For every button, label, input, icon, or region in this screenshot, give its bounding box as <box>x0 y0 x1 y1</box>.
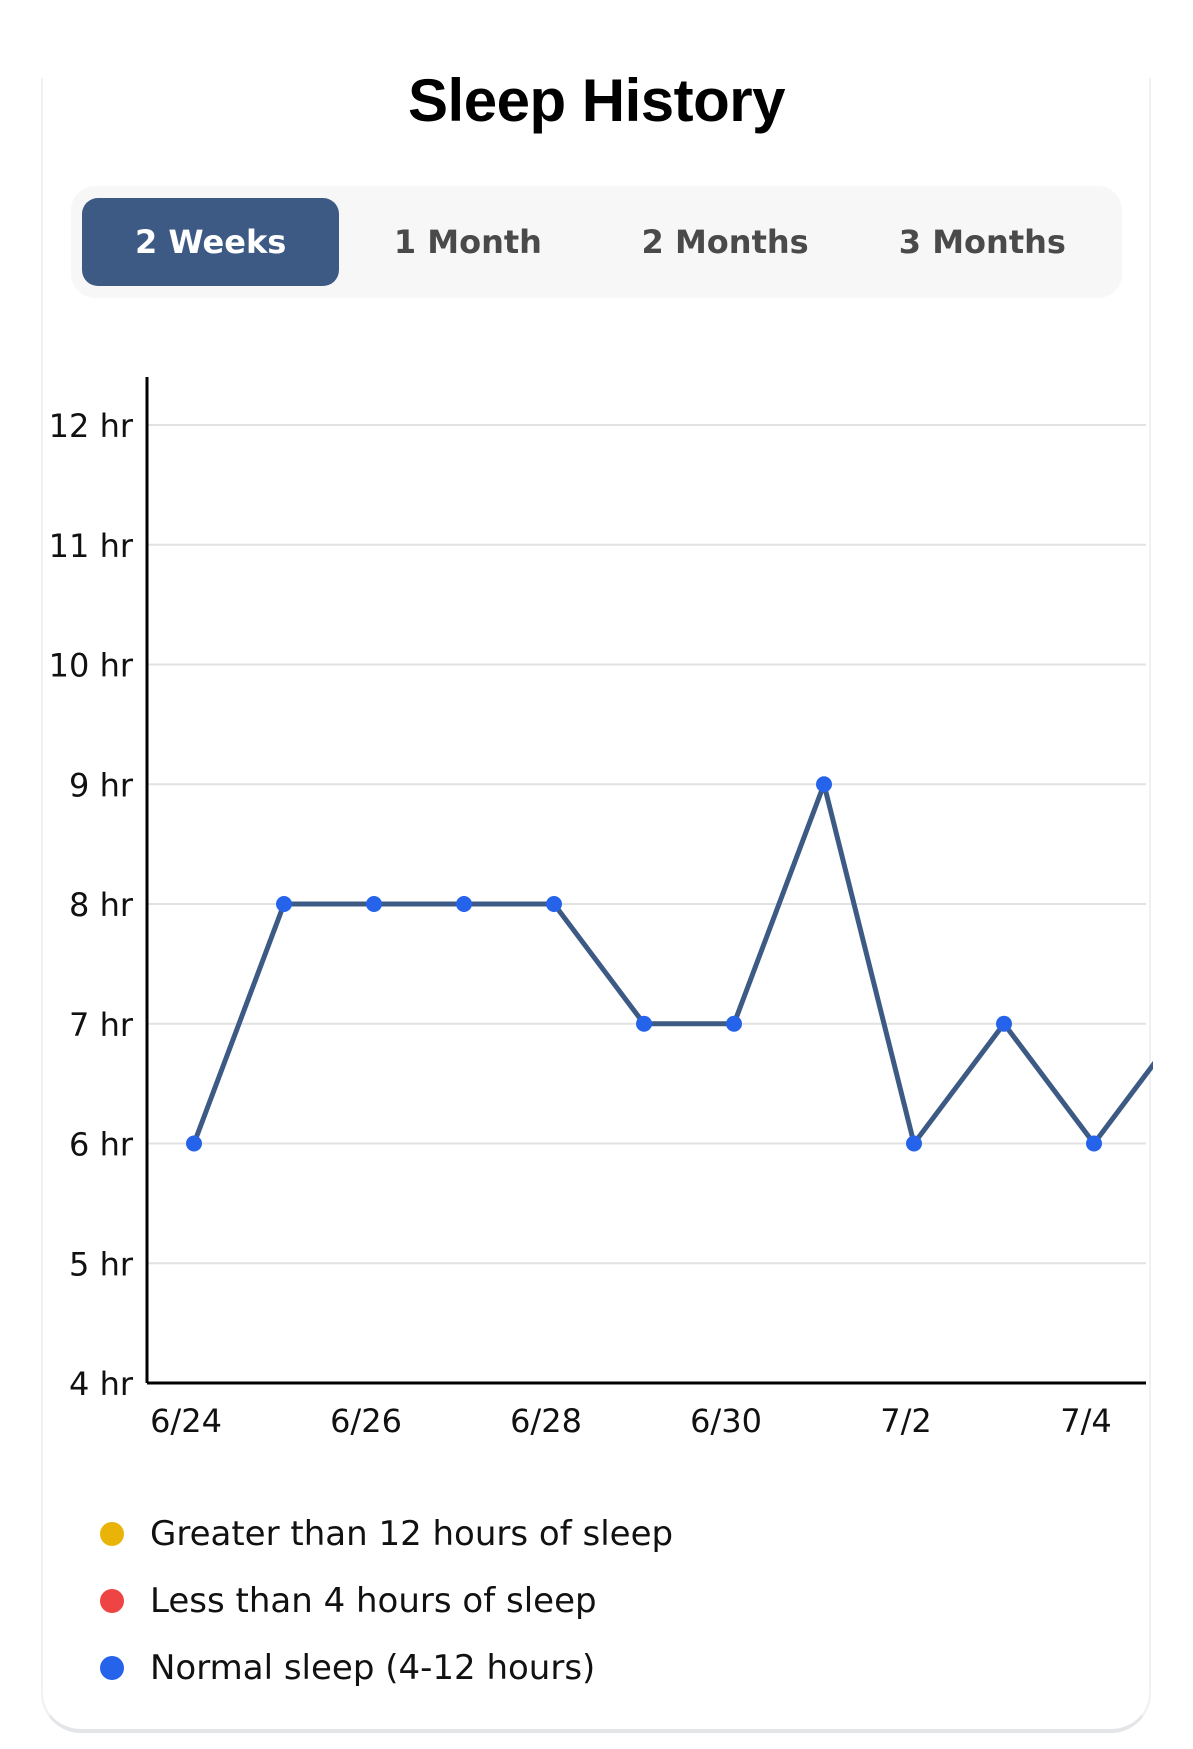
legend-item-over-12: Greater than 12 hours of sleep <box>100 1500 673 1567</box>
page-title: Sleep History <box>408 67 785 134</box>
y-tick-label: 9 hr <box>69 766 134 804</box>
legend-dot-icon <box>100 1588 124 1613</box>
data-point <box>456 896 472 912</box>
data-point <box>906 1135 922 1152</box>
y-tick-label: 12 hr <box>49 407 134 445</box>
y-tick-label: 4 hr <box>69 1365 134 1403</box>
legend-item-under-4: Less than 4 hours of sleep <box>100 1567 673 1634</box>
data-point <box>546 896 562 912</box>
legend-label: Greater than 12 hours of sleep <box>150 1513 674 1554</box>
x-tick-label: 6/26 <box>330 1402 402 1440</box>
y-tick-label: 11 hr <box>49 527 134 565</box>
sleep-history-card <box>41 78 1151 1733</box>
y-tick-label: 7 hr <box>69 1006 134 1044</box>
y-tick-label: 6 hr <box>69 1126 134 1164</box>
tab-2-months[interactable]: 2 Months <box>641 223 809 261</box>
x-tick-label: 6/28 <box>510 1402 582 1440</box>
legend-label: Less than 4 hours of sleep <box>150 1580 597 1621</box>
tab-2-weeks[interactable]: 2 Weeks <box>82 198 340 286</box>
series-line <box>191 781 1153 1146</box>
legend-dot-icon <box>100 1655 124 1680</box>
y-tick-label: 8 hr <box>69 886 134 924</box>
legend-dot-icon <box>100 1521 124 1546</box>
chart-legend: Greater than 12 hours of sleep Less than… <box>100 1500 673 1701</box>
data-point <box>636 1015 652 1032</box>
data-point <box>1086 1135 1102 1152</box>
legend-item-normal: Normal sleep (4-12 hours) <box>100 1634 673 1701</box>
x-tick-label: 6/30 <box>690 1402 762 1440</box>
x-tick-label: 6/24 <box>150 1402 222 1440</box>
y-tick-label: 10 hr <box>49 647 134 685</box>
data-point <box>726 1015 742 1032</box>
data-point <box>996 1015 1012 1032</box>
legend-label: Normal sleep (4-12 hours) <box>150 1647 596 1688</box>
data-point <box>276 896 292 912</box>
x-tick-label: 7/2 <box>880 1402 932 1440</box>
data-point <box>816 776 832 793</box>
tab-3-months[interactable]: 3 Months <box>898 223 1066 261</box>
data-point <box>186 1135 202 1152</box>
y-tick-label: 5 hr <box>69 1245 134 1283</box>
tab-1-month[interactable]: 1 Month <box>393 223 542 261</box>
x-tick-label: 7/4 <box>1060 1402 1112 1440</box>
range-selector: 2 Weeks 1 Month 2 Months 3 Months <box>71 186 1122 298</box>
data-point <box>366 896 382 912</box>
